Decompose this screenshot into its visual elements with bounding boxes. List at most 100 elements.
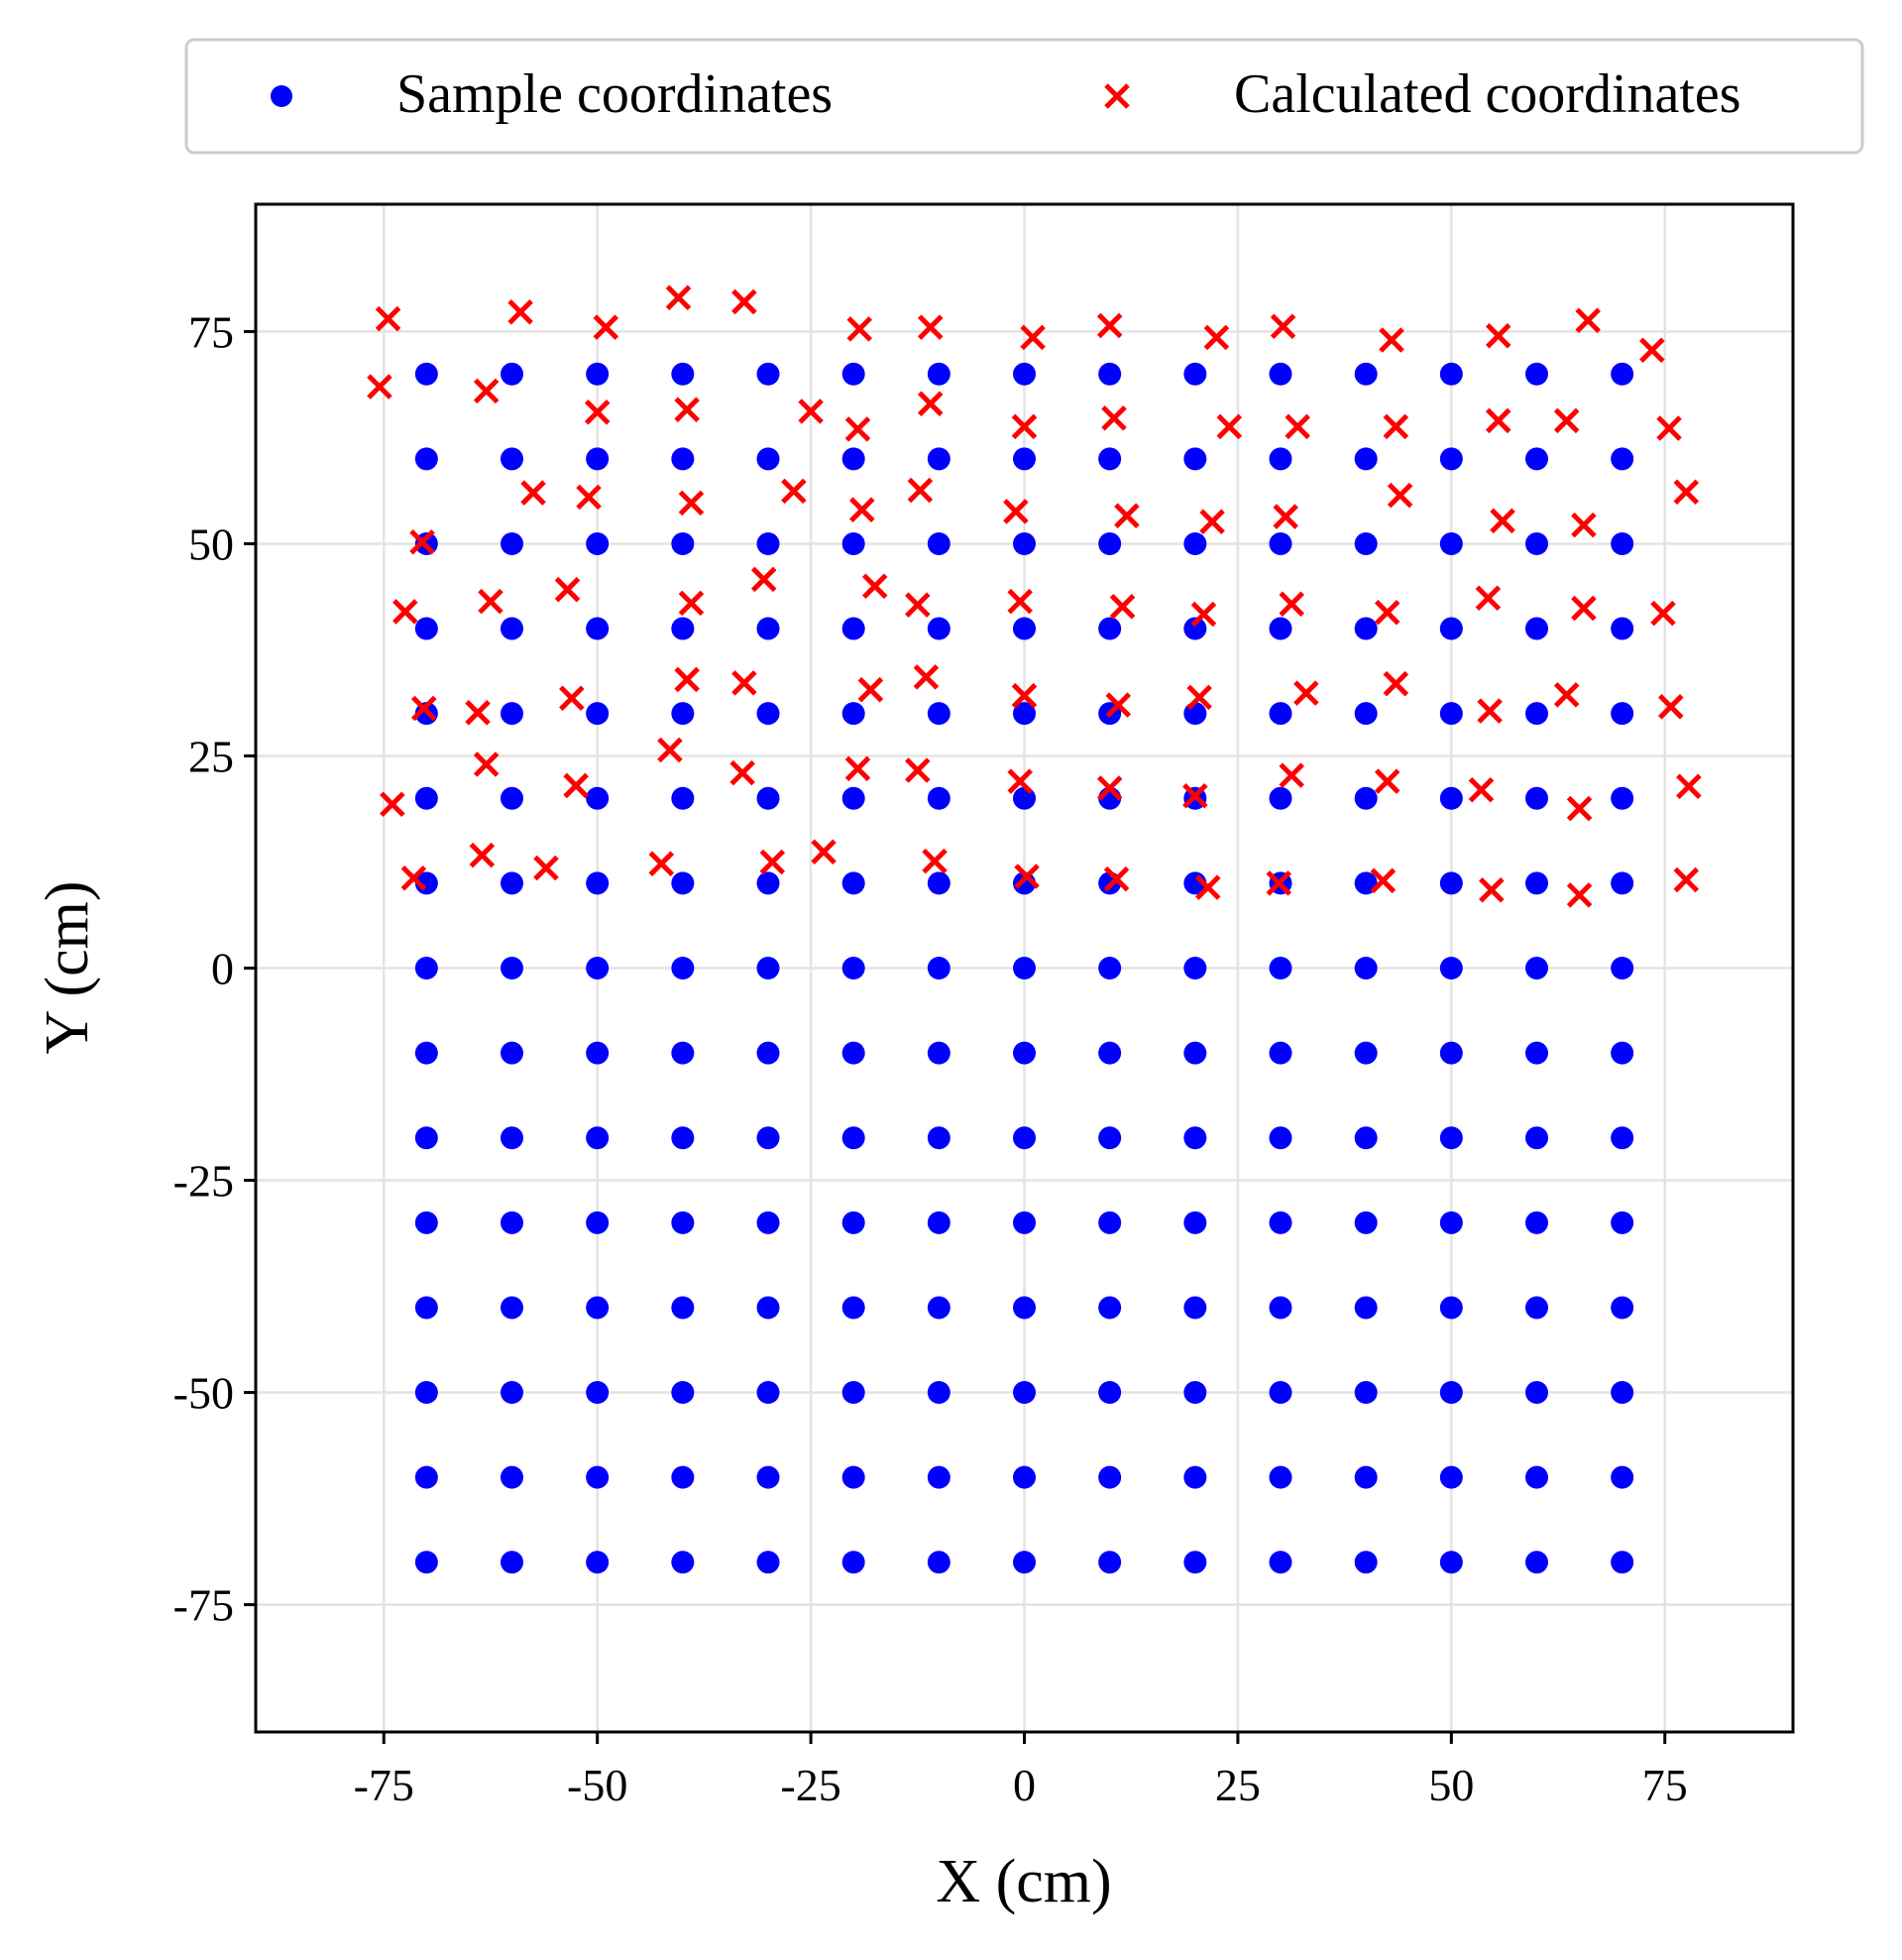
sample-point [1354,1381,1378,1405]
sample-point [501,871,523,895]
sample-point [756,1126,780,1150]
sample-point [1354,1126,1378,1150]
calculated-point [563,772,589,799]
sample-point [927,1381,951,1405]
legend-frame [184,38,1864,155]
sample-point [671,1126,695,1150]
sample-point [414,957,438,980]
sample-point [756,447,780,471]
sample-point [756,786,780,810]
calculated-point [857,676,884,703]
sample-point [841,362,865,386]
sample-point [927,786,951,810]
sample-point [1439,786,1463,810]
sample-point [927,617,951,640]
sample-point [1439,1041,1463,1065]
calculated-point [1199,509,1225,534]
calculated-point [1676,773,1702,800]
calculated-point [1477,698,1503,724]
sample-point [1611,1211,1634,1234]
calculated-point [1571,512,1597,538]
sample-point [1269,786,1292,810]
sample-point [501,617,523,640]
sample-point [414,1381,438,1405]
x-tick-label: 0 [1013,1760,1036,1810]
sample-point [1013,1465,1036,1489]
sample-point [586,362,610,386]
calculated-point [1475,585,1502,612]
calculated-point [1011,413,1038,440]
y-tick-label: 75 [188,306,234,357]
sample-point [1269,617,1292,640]
sample-point [1611,1381,1634,1405]
calculated-point [1575,307,1601,334]
y-tick-label: -75 [173,1580,234,1631]
calculated-point [473,378,500,404]
y-tick-label: 50 [188,519,234,569]
sample-point [414,1211,438,1234]
sample-point [671,957,695,980]
calculated-point [1109,594,1136,620]
sample-point [1354,702,1378,726]
calculated-point [1379,327,1404,353]
sample-point [1098,1296,1122,1320]
calculated-point [533,855,559,881]
sample-point [1183,447,1207,471]
sample-point [671,362,695,386]
calculated-point [1639,337,1665,364]
calculated-point [1293,680,1319,706]
sample-point [841,1211,865,1234]
sample-point [1183,1126,1207,1150]
sample-point [841,871,865,895]
calculated-point [584,399,611,425]
sample-point [1269,1296,1292,1320]
calculated-point [1279,762,1304,788]
sample-point [927,957,951,980]
sample-point [1525,1041,1548,1065]
sample-point [756,702,780,726]
sample-point [1439,531,1463,555]
sample-point [1183,531,1207,555]
sample-point [756,957,780,980]
legend-marker-sample [271,85,292,107]
sample-point [1013,362,1036,386]
calculated-point [674,397,700,422]
y-tick-label: -25 [173,1156,234,1207]
sample-point [501,362,523,386]
sample-point [1013,1211,1036,1234]
calculated-point [1374,600,1400,626]
sample-point [1439,1465,1463,1489]
calculated-point [811,839,837,865]
calculated-point [731,288,757,315]
sample-point [501,1041,523,1065]
sample-point [586,447,610,471]
sample-point [1439,1551,1463,1574]
sample-point [756,1211,780,1234]
sample-point [1354,786,1378,810]
sample-point [414,1296,438,1320]
calculated-point [520,480,546,506]
sample-point [414,447,438,471]
sample-point [586,786,610,810]
sample-point [841,1381,865,1405]
sample-point [1354,617,1378,640]
sample-point [1611,1296,1634,1320]
sample-point [1354,531,1378,555]
series-calculated-coordinates [367,285,1702,908]
calculated-point [849,497,875,522]
sample-point [841,1465,865,1489]
sample-point [841,617,865,640]
calculated-point [375,305,401,332]
calculated-point [1468,776,1495,803]
sample-point [1269,957,1292,980]
calculated-point [1673,866,1700,893]
calculated-point [1571,595,1597,622]
sample-point [1439,1126,1463,1150]
sample-point [1013,702,1036,726]
sample-point [1098,617,1122,640]
sample-point [1013,617,1036,640]
calculated-point [1650,600,1676,627]
sample-point [586,1296,610,1320]
sample-point [414,617,438,640]
